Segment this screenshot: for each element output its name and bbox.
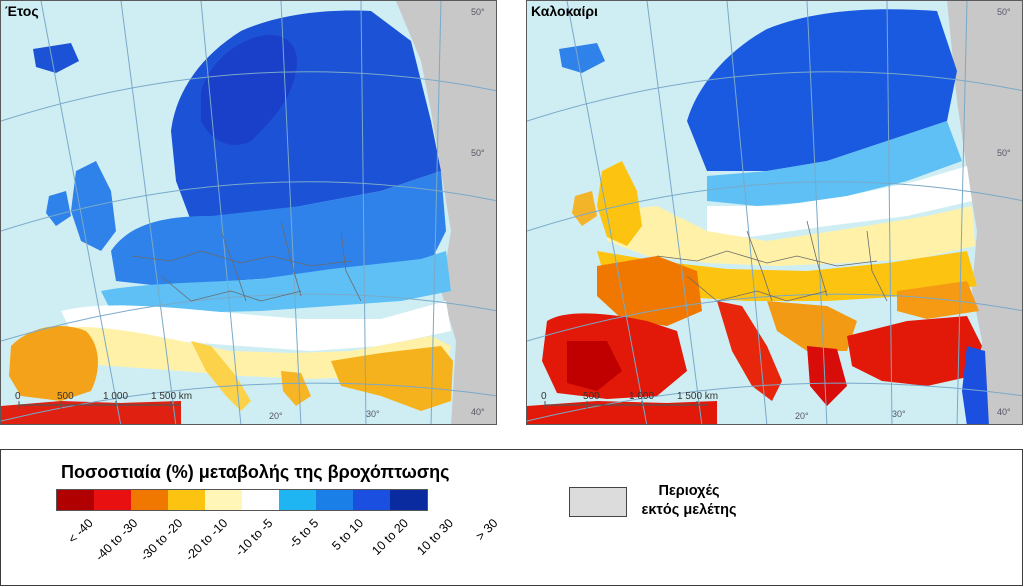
grid-label-30: 30° [366, 409, 380, 419]
region-britain [597, 161, 642, 246]
region-balkan-orange [767, 301, 857, 351]
legend-class-label: > 30 [473, 516, 501, 544]
grid-label-50-top: 50° [997, 7, 1011, 17]
region-italy [191, 341, 251, 411]
legend-class-label: -30 to -20 [138, 516, 186, 564]
legend-class-label: < -40 [65, 516, 96, 547]
legend-swatch [205, 490, 242, 510]
legend-swatch [168, 490, 205, 510]
region-iberia-orange [9, 326, 98, 401]
grid-label-20: 20° [795, 411, 809, 421]
legend-swatch [131, 490, 168, 510]
region-south-orange [331, 346, 453, 411]
country-borders [130, 220, 362, 302]
grid-label-40: 40° [471, 407, 485, 417]
scale-label-500: 500 [57, 391, 74, 402]
legend-swatch [94, 490, 131, 510]
scale-bar: 0 500 1 000 1 500 km [541, 391, 718, 409]
outside-study-label: Περιοχές εκτός μελέτης [629, 482, 749, 520]
region-ireland [46, 191, 71, 226]
legend-color-scale [56, 489, 428, 511]
grid-label-50-mid: 50° [997, 148, 1011, 158]
region-iceland [33, 43, 79, 73]
region-central-blue [111, 171, 446, 286]
grid-label-20: 20° [269, 411, 283, 421]
legend-swatch [390, 490, 427, 510]
region-africa-red [527, 401, 717, 424]
legend-class-label: -20 to -10 [183, 516, 231, 564]
legend-class-label: -5 to 5 [285, 516, 321, 551]
outside-study-area [396, 1, 496, 424]
legend-swatch [279, 490, 316, 510]
graticule [527, 1, 1022, 424]
region-east-orange [897, 281, 979, 319]
scale-label-1500: 1 500 km [151, 391, 192, 402]
legend-class-label: -10 to -5 [233, 516, 276, 559]
region-north-light [707, 121, 962, 206]
scale-label-0: 0 [541, 391, 547, 402]
scale-label-1500: 1 500 km [677, 391, 718, 402]
legend-title: Ποσοστιαία (%) μεταβολής της βροχόπτωσης [61, 462, 450, 482]
legend-swatch [242, 490, 279, 510]
legend-class-labels: < -40 -40 to -30 -30 to -20 -20 to -10 -10 t… [56, 516, 516, 581]
map-summer: 0 500 1 000 1 500 km 20° 30° 40° 50° 50° [527, 1, 1022, 424]
grid-label-30: 30° [892, 409, 906, 419]
legend-class-label: 10 to 20 [369, 516, 411, 558]
region-ireland [572, 191, 597, 226]
region-scandinavia-light [201, 35, 297, 145]
legend-class-label: -40 to -30 [93, 516, 141, 564]
region-france-orange [597, 256, 702, 326]
region-iberia-dark [567, 341, 622, 391]
map-panel-summer: Καλοκαίρι [526, 0, 1023, 425]
outside-study-area [947, 1, 1022, 424]
region-iceland [559, 43, 605, 73]
outside-study-label-line2: εκτός μελέτης [641, 502, 737, 518]
legend-class-label: 5 to 10 [328, 516, 366, 553]
map-panel-annual: Έτος [0, 0, 497, 425]
outside-study-label-line1: Περιοχές [658, 483, 720, 499]
region-italy-red [717, 301, 782, 401]
region-greece [281, 371, 311, 406]
region-north-blue [687, 9, 957, 171]
legend-swatch [353, 490, 390, 510]
legend: Ποσοστιαία (%) μεταβολής της βροχόπτωσης… [0, 449, 1023, 586]
graticule [1, 1, 496, 424]
region-pale-yellow [607, 206, 975, 266]
region-turkey-red [847, 316, 982, 386]
scale-label-500: 500 [583, 391, 600, 402]
scale-label-1000: 1 000 [103, 391, 128, 402]
scale-label-1000: 1 000 [629, 391, 654, 402]
legend-swatch [57, 490, 94, 510]
region-greece-red [807, 346, 847, 406]
country-borders [656, 220, 888, 302]
grid-label-50-top: 50° [471, 7, 485, 17]
grid-label-50-mid: 50° [471, 148, 485, 158]
region-levant-blue [962, 346, 989, 424]
panel-title: Καλοκαίρι [531, 3, 598, 19]
region-light-blue [101, 251, 451, 313]
panel-title: Έτος [5, 3, 39, 19]
grid-label-40: 40° [997, 407, 1011, 417]
region-africa-red [1, 401, 181, 424]
scale-label-0: 0 [15, 391, 21, 402]
map-annual: 0 500 1 000 1 500 km 20° 30° 40° 50° 50° [1, 1, 496, 424]
legend-swatch [316, 490, 353, 510]
scale-bar: 0 500 1 000 1 500 km [15, 391, 192, 409]
legend-class-label: 10 to 30 [414, 516, 456, 558]
outside-study-swatch [569, 487, 627, 517]
